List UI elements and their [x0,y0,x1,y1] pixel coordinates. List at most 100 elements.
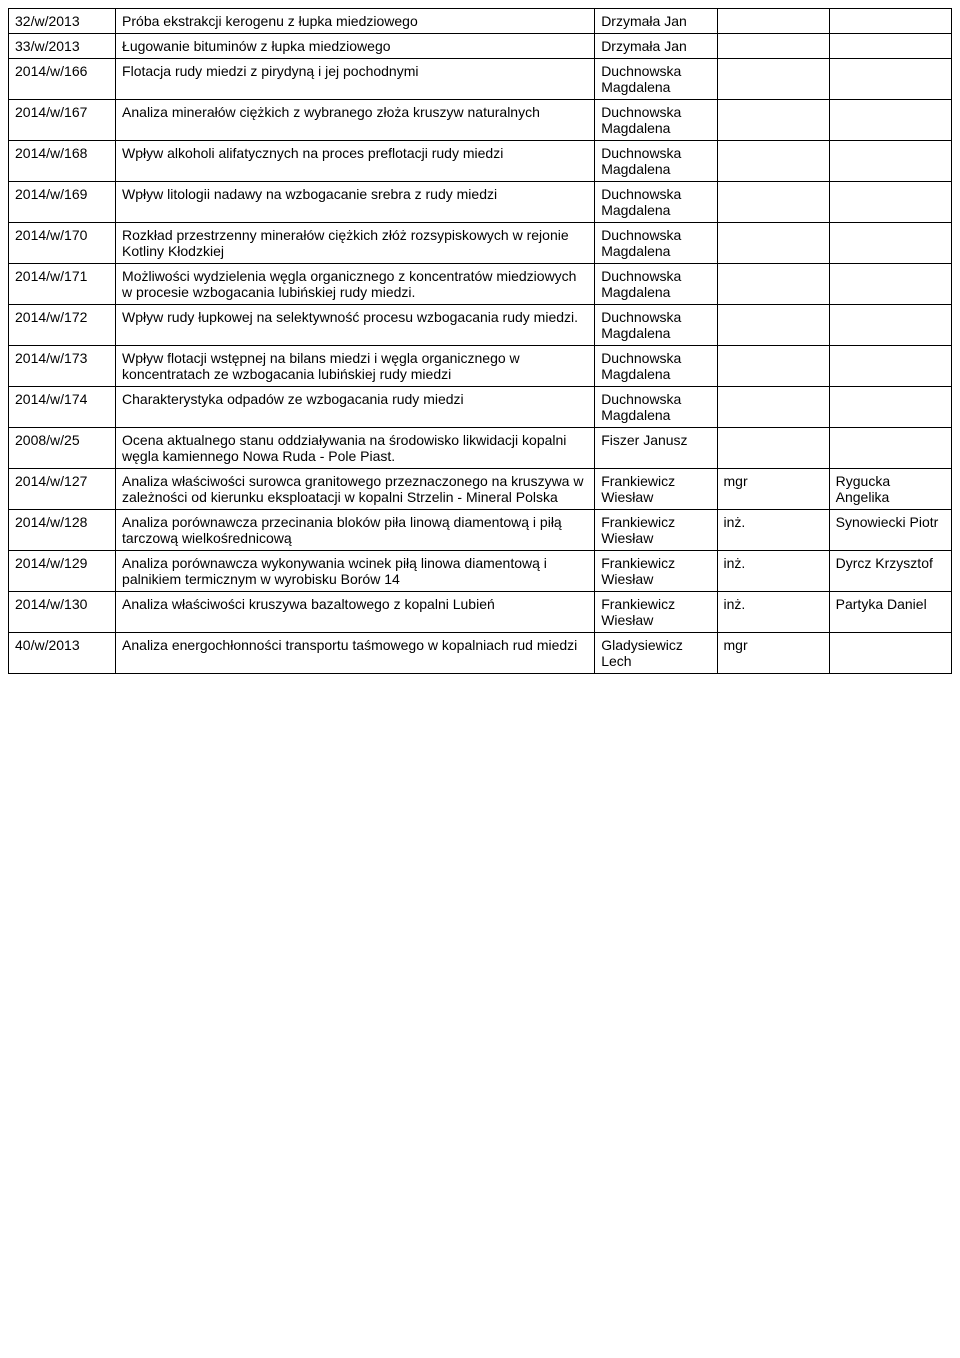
table-row: 2014/w/166Flotacja rudy miedzi z pirydyn… [9,59,952,100]
cell-id: 2014/w/127 [9,469,116,510]
cell-id: 2014/w/130 [9,592,116,633]
table-row: 2014/w/128Analiza porównawcza przecinani… [9,510,952,551]
cell-topic: Analiza minerałów ciężkich z wybranego z… [116,100,595,141]
table-row: 2014/w/172Wpływ rudy łupkowej na selekty… [9,305,952,346]
cell-degree: inż. [717,592,829,633]
cell-degree [717,428,829,469]
cell-id: 2014/w/172 [9,305,116,346]
cell-id: 2014/w/167 [9,100,116,141]
cell-topic: Analiza właściwości kruszywa bazaltowego… [116,592,595,633]
cell-student: Synowiecki Piotr [829,510,951,551]
cell-topic: Analiza energochłonności transportu taśm… [116,633,595,674]
cell-id: 2014/w/174 [9,387,116,428]
cell-degree: mgr [717,633,829,674]
cell-student [829,305,951,346]
table-row: 2014/w/130Analiza właściwości kruszywa b… [9,592,952,633]
table-row: 2014/w/129Analiza porównawcza wykonywani… [9,551,952,592]
cell-topic: Próba ekstrakcji kerogenu z łupka miedzi… [116,9,595,34]
table-row: 2014/w/167Analiza minerałów ciężkich z w… [9,100,952,141]
cell-supervisor: Duchnowska Magdalena [595,100,717,141]
cell-degree [717,387,829,428]
cell-topic: Wpływ alkoholi alifatycznych na proces p… [116,141,595,182]
cell-id: 32/w/2013 [9,9,116,34]
cell-id: 2014/w/166 [9,59,116,100]
table-row: 32/w/2013Próba ekstrakcji kerogenu z łup… [9,9,952,34]
cell-supervisor: Duchnowska Magdalena [595,264,717,305]
cell-topic: Ocena aktualnego stanu oddziaływania na … [116,428,595,469]
cell-supervisor: Duchnowska Magdalena [595,223,717,264]
cell-student [829,100,951,141]
cell-student [829,428,951,469]
cell-student: Dyrcz Krzysztof [829,551,951,592]
cell-id: 2014/w/170 [9,223,116,264]
cell-student [829,59,951,100]
cell-supervisor: Frankiewicz Wiesław [595,592,717,633]
cell-supervisor: Drzymała Jan [595,34,717,59]
cell-student [829,182,951,223]
cell-id: 2014/w/168 [9,141,116,182]
cell-degree [717,182,829,223]
cell-student [829,223,951,264]
cell-id: 40/w/2013 [9,633,116,674]
cell-degree [717,9,829,34]
cell-supervisor: Duchnowska Magdalena [595,182,717,223]
cell-student: Rygucka Angelika [829,469,951,510]
table-row: 2014/w/169Wpływ litologii nadawy na wzbo… [9,182,952,223]
cell-supervisor: Frankiewicz Wiesław [595,469,717,510]
cell-id: 2014/w/129 [9,551,116,592]
cell-student: Partyka Daniel [829,592,951,633]
cell-degree [717,223,829,264]
cell-topic: Wpływ flotacji wstępnej na bilans miedzi… [116,346,595,387]
cell-degree [717,346,829,387]
cell-degree [717,100,829,141]
cell-degree [717,305,829,346]
cell-degree [717,264,829,305]
cell-topic: Wpływ litologii nadawy na wzbogacanie sr… [116,182,595,223]
cell-topic: Flotacja rudy miedzi z pirydyną i jej po… [116,59,595,100]
table-row: 2008/w/25Ocena aktualnego stanu oddziały… [9,428,952,469]
cell-id: 2014/w/171 [9,264,116,305]
cell-id: 33/w/2013 [9,34,116,59]
cell-topic: Analiza porównawcza przecinania bloków p… [116,510,595,551]
cell-supervisor: Frankiewicz Wiesław [595,551,717,592]
table-row: 2014/w/174Charakterystyka odpadów ze wzb… [9,387,952,428]
cell-supervisor: Fiszer Janusz [595,428,717,469]
cell-topic: Charakterystyka odpadów ze wzbogacania r… [116,387,595,428]
cell-topic: Możliwości wydzielenia węgla organiczneg… [116,264,595,305]
cell-student [829,9,951,34]
cell-student [829,34,951,59]
table-row: 2014/w/170Rozkład przestrzenny minerałów… [9,223,952,264]
thesis-table: 32/w/2013Próba ekstrakcji kerogenu z łup… [8,8,952,674]
table-row: 2014/w/127Analiza właściwości surowca gr… [9,469,952,510]
cell-student [829,264,951,305]
cell-supervisor: Duchnowska Magdalena [595,387,717,428]
cell-degree: inż. [717,510,829,551]
cell-student [829,387,951,428]
cell-student [829,346,951,387]
cell-student [829,633,951,674]
cell-topic: Ługowanie bituminów z łupka miedziowego [116,34,595,59]
cell-id: 2014/w/128 [9,510,116,551]
cell-supervisor: Duchnowska Magdalena [595,305,717,346]
table-row: 33/w/2013Ługowanie bituminów z łupka mie… [9,34,952,59]
cell-supervisor: Duchnowska Magdalena [595,141,717,182]
cell-topic: Analiza właściwości surowca granitowego … [116,469,595,510]
cell-id: 2008/w/25 [9,428,116,469]
cell-supervisor: Duchnowska Magdalena [595,346,717,387]
cell-id: 2014/w/173 [9,346,116,387]
table-row: 2014/w/168Wpływ alkoholi alifatycznych n… [9,141,952,182]
cell-degree: mgr [717,469,829,510]
cell-topic: Wpływ rudy łupkowej na selektywność proc… [116,305,595,346]
cell-id: 2014/w/169 [9,182,116,223]
cell-supervisor: Drzymała Jan [595,9,717,34]
cell-supervisor: Gladysiewicz Lech [595,633,717,674]
cell-degree [717,59,829,100]
cell-degree [717,34,829,59]
cell-degree: inż. [717,551,829,592]
table-row: 40/w/2013Analiza energochłonności transp… [9,633,952,674]
cell-supervisor: Duchnowska Magdalena [595,59,717,100]
cell-topic: Analiza porównawcza wykonywania wcinek p… [116,551,595,592]
cell-degree [717,141,829,182]
cell-topic: Rozkład przestrzenny minerałów ciężkich … [116,223,595,264]
table-row: 2014/w/173Wpływ flotacji wstępnej na bil… [9,346,952,387]
